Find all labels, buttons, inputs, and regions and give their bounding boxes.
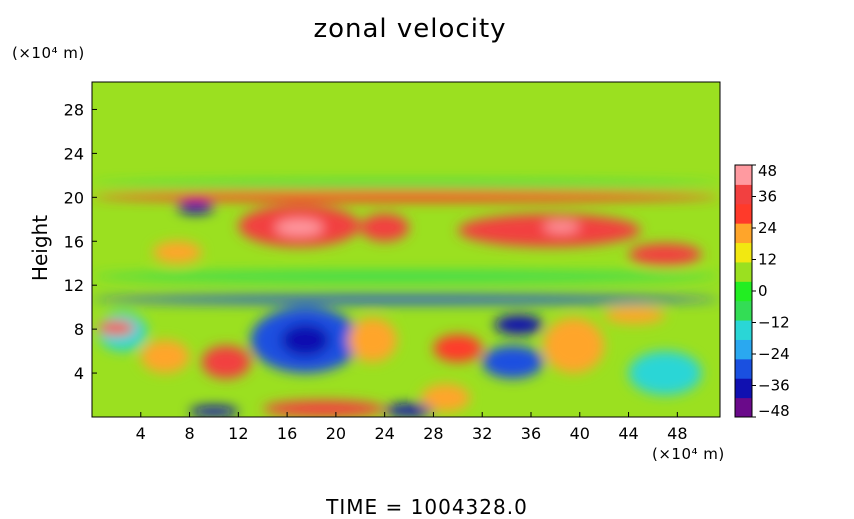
colorbar-segment xyxy=(735,397,752,418)
x-axis: 4 8 12 16 20 24 28 32 36 40 44 48 xyxy=(136,412,688,443)
plot-area xyxy=(92,82,720,417)
colorbar-label: 12 xyxy=(758,251,777,269)
velocity-feature xyxy=(348,318,397,363)
colorbar-segment xyxy=(735,184,752,205)
colorbar-segment xyxy=(735,203,752,224)
velocity-feature xyxy=(92,270,720,282)
velocity-feature xyxy=(98,321,135,335)
y-tick-label: 24 xyxy=(64,144,84,163)
x-tick-label: 20 xyxy=(326,424,346,443)
velocity-feature xyxy=(177,200,214,214)
y-tick-label: 12 xyxy=(64,276,84,295)
velocity-feature xyxy=(433,334,483,363)
velocity-feature xyxy=(384,403,434,417)
velocity-feature xyxy=(281,323,330,357)
x-tick-label: 16 xyxy=(277,424,297,443)
x-tick-label: 32 xyxy=(472,424,492,443)
colorbar-label: −24 xyxy=(758,345,790,363)
velocity-feature xyxy=(543,221,580,233)
velocity-feature xyxy=(189,406,239,417)
colorbar-label: −12 xyxy=(758,314,790,332)
velocity-feature xyxy=(140,340,190,374)
colorbar-label: 48 xyxy=(758,162,777,180)
colorbar-segment xyxy=(735,242,752,263)
y-axis: 4 8 12 16 20 24 28 xyxy=(64,100,97,383)
velocity-feature xyxy=(92,295,720,304)
y-tick-label: 20 xyxy=(64,188,84,207)
chart-title: zonal velocity xyxy=(313,14,507,44)
velocity-feature xyxy=(152,241,202,264)
colorbar-label: 24 xyxy=(758,219,777,237)
velocity-feature xyxy=(604,307,666,324)
colorbar-label: 0 xyxy=(758,282,768,300)
velocity-feature xyxy=(494,314,544,335)
colorbar-label: −48 xyxy=(758,402,790,420)
velocity-feature xyxy=(92,180,720,189)
y-tick-label: 28 xyxy=(64,100,84,119)
y-tick-label: 4 xyxy=(74,364,84,383)
colorbar-label: 36 xyxy=(758,188,777,206)
velocity-feature xyxy=(262,400,385,417)
velocity-feature xyxy=(482,345,544,379)
colorbar-segment xyxy=(735,358,752,379)
colorbar-segment xyxy=(735,261,752,282)
velocity-feature xyxy=(628,243,702,266)
x-tick-label: 36 xyxy=(521,424,541,443)
velocity-features xyxy=(92,180,720,417)
x-tick-label: 4 xyxy=(136,424,146,443)
colorbar-segment xyxy=(735,378,752,399)
time-footer: TIME = 1004328.0 xyxy=(326,495,528,519)
velocity-feature xyxy=(543,318,605,374)
x-tick-label: 40 xyxy=(570,424,590,443)
x-tick-label: 28 xyxy=(423,424,443,443)
y-tick-label: 8 xyxy=(74,320,84,339)
velocity-feature xyxy=(421,384,471,412)
plot-frame xyxy=(91,81,721,418)
velocity-feature xyxy=(201,345,251,379)
colorbar-segment xyxy=(735,281,752,302)
colorbar-segment xyxy=(735,223,752,244)
x-tick-label: 8 xyxy=(184,424,194,443)
colorbar-segment xyxy=(735,165,752,185)
y-tick-label: 16 xyxy=(64,232,84,251)
colorbar-segment xyxy=(735,320,752,340)
x-tick-label: 12 xyxy=(228,424,248,443)
velocity-feature xyxy=(92,190,720,202)
velocity-feature xyxy=(628,351,702,396)
y-axis-unit: (×10⁴ m) xyxy=(12,44,85,62)
velocity-feature xyxy=(360,213,410,242)
x-tick-label: 24 xyxy=(374,424,394,443)
colorbar: 48 36 24 12 0 −12 −24 −36 −48 xyxy=(734,162,790,420)
x-tick-label: 44 xyxy=(618,424,638,443)
x-axis-unit: (×10⁴ m) xyxy=(652,445,725,463)
colorbar-label: −36 xyxy=(758,377,790,395)
colorbar-segment xyxy=(735,339,752,360)
velocity-feature xyxy=(274,219,324,236)
colorbar-segment xyxy=(735,300,752,321)
x-tick-label: 48 xyxy=(667,424,687,443)
